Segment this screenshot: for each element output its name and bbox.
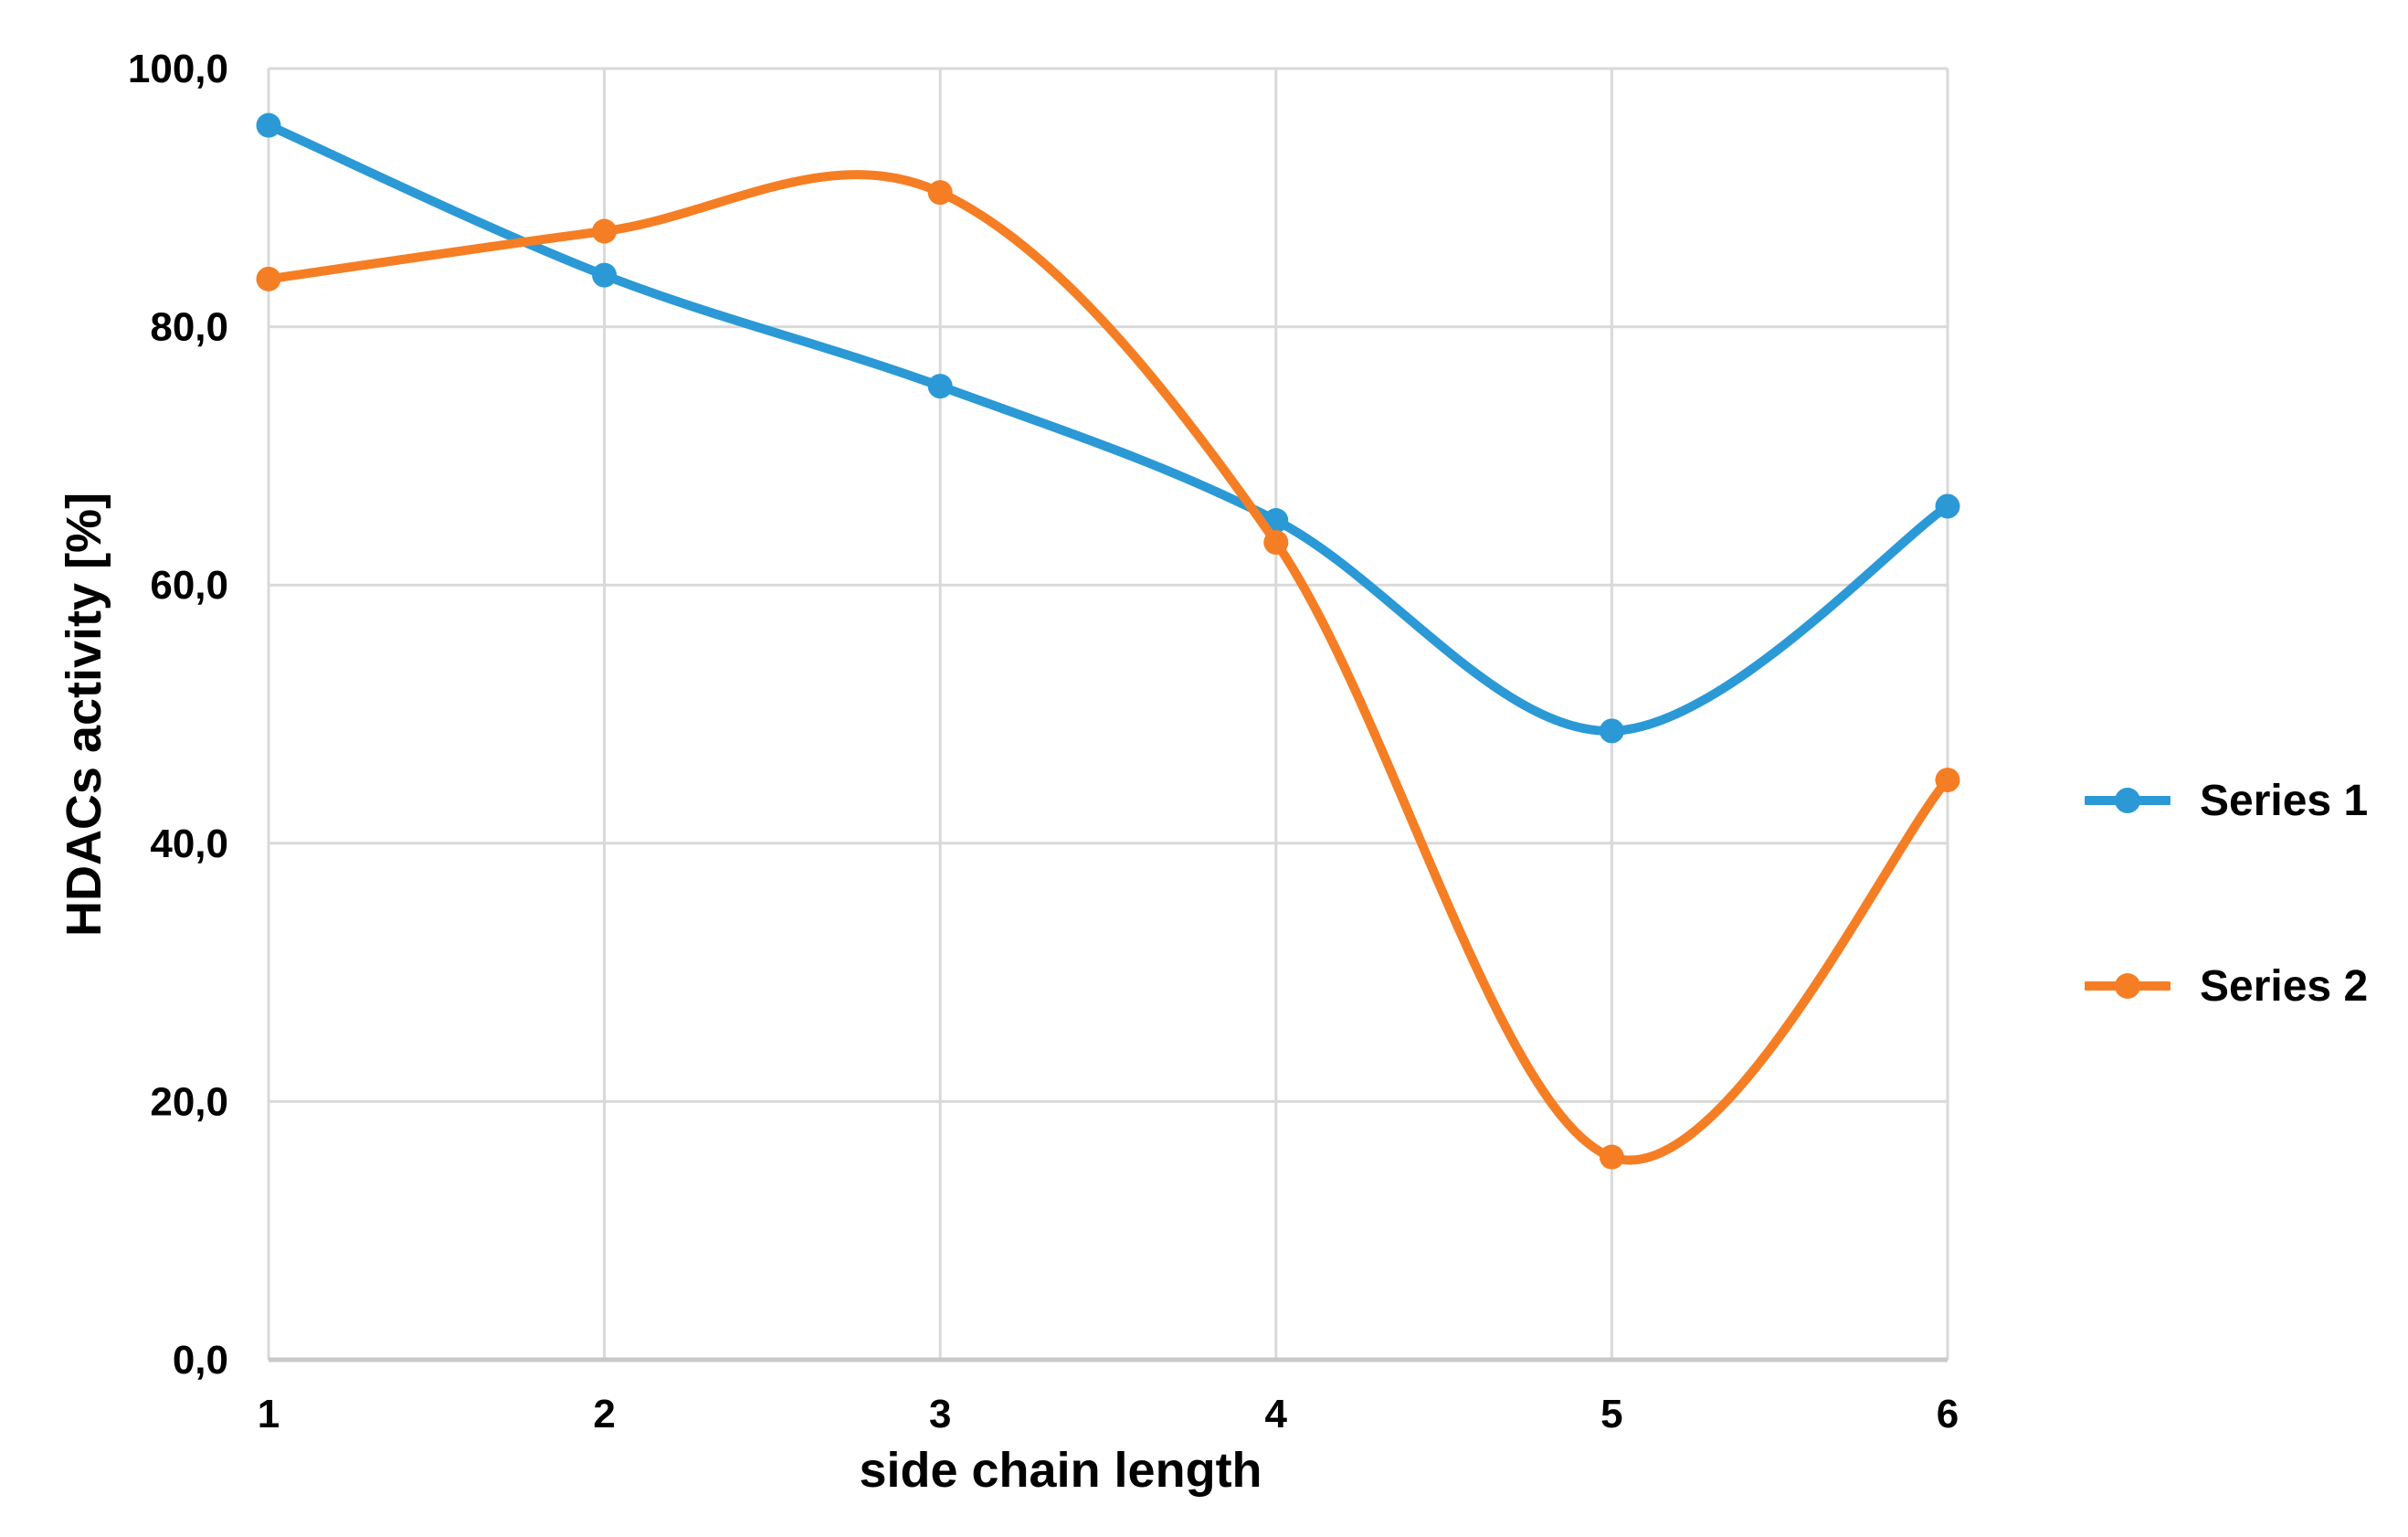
series-1-data-point-marker xyxy=(256,112,281,138)
series-2-data-point-marker xyxy=(1263,530,1289,556)
x-axis-title: side chain length xyxy=(859,1443,1262,1498)
series-1-data-point-marker xyxy=(1935,493,1960,519)
y-tick-label: 60,0 xyxy=(150,563,228,608)
series-2-data-point-marker xyxy=(1935,768,1960,793)
series-1-legend-marker-icon xyxy=(2085,788,2170,813)
series-1-line xyxy=(256,112,1960,744)
series-1-data-point-marker xyxy=(592,262,618,288)
series-2-data-point-marker xyxy=(592,218,618,244)
series-1-curve xyxy=(264,121,1952,736)
y-tick-label: 100,0 xyxy=(128,47,228,91)
y-tick-label: 80,0 xyxy=(150,305,228,350)
x-tick-label: 5 xyxy=(1600,1392,1622,1436)
series-1-data-point-marker xyxy=(927,374,953,399)
x-tick-label: 2 xyxy=(593,1392,615,1436)
legend-label-series-1: Series 1 xyxy=(2200,776,2369,825)
y-tick-label: 40,0 xyxy=(150,822,228,866)
x-tick-label: 3 xyxy=(929,1392,951,1436)
legend-label-series-2: Series 2 xyxy=(2200,961,2369,1011)
x-tick-label: 1 xyxy=(258,1392,280,1436)
y-tick-labels: 0,0 20,0 40,0 60,0 80,0 100,0 xyxy=(128,47,228,1383)
x-tick-label: 4 xyxy=(1265,1392,1288,1436)
y-tick-label: 0,0 xyxy=(173,1338,228,1383)
x-tick-label: 6 xyxy=(1937,1392,1959,1436)
series-1-data-point-marker xyxy=(1599,718,1624,744)
series-2-data-point-marker xyxy=(927,180,953,206)
series-2-curve xyxy=(264,170,1952,1165)
series-2-line xyxy=(256,170,1960,1170)
y-axis-title: HDACs activity [%] xyxy=(57,492,111,938)
legend-item-series-2: Series 2 xyxy=(2085,959,2368,1013)
x-tick-labels: 1 2 3 4 5 6 xyxy=(258,1392,1959,1436)
y-tick-label: 20,0 xyxy=(150,1079,228,1124)
legend-item-series-1: Series 1 xyxy=(2085,773,2368,828)
series-2-legend-marker-icon xyxy=(2085,973,2170,999)
axis-lines xyxy=(267,69,1948,1362)
series-2-data-point-marker xyxy=(1599,1144,1624,1170)
series-2-data-point-marker xyxy=(256,266,281,292)
gridlines xyxy=(269,67,1949,1360)
